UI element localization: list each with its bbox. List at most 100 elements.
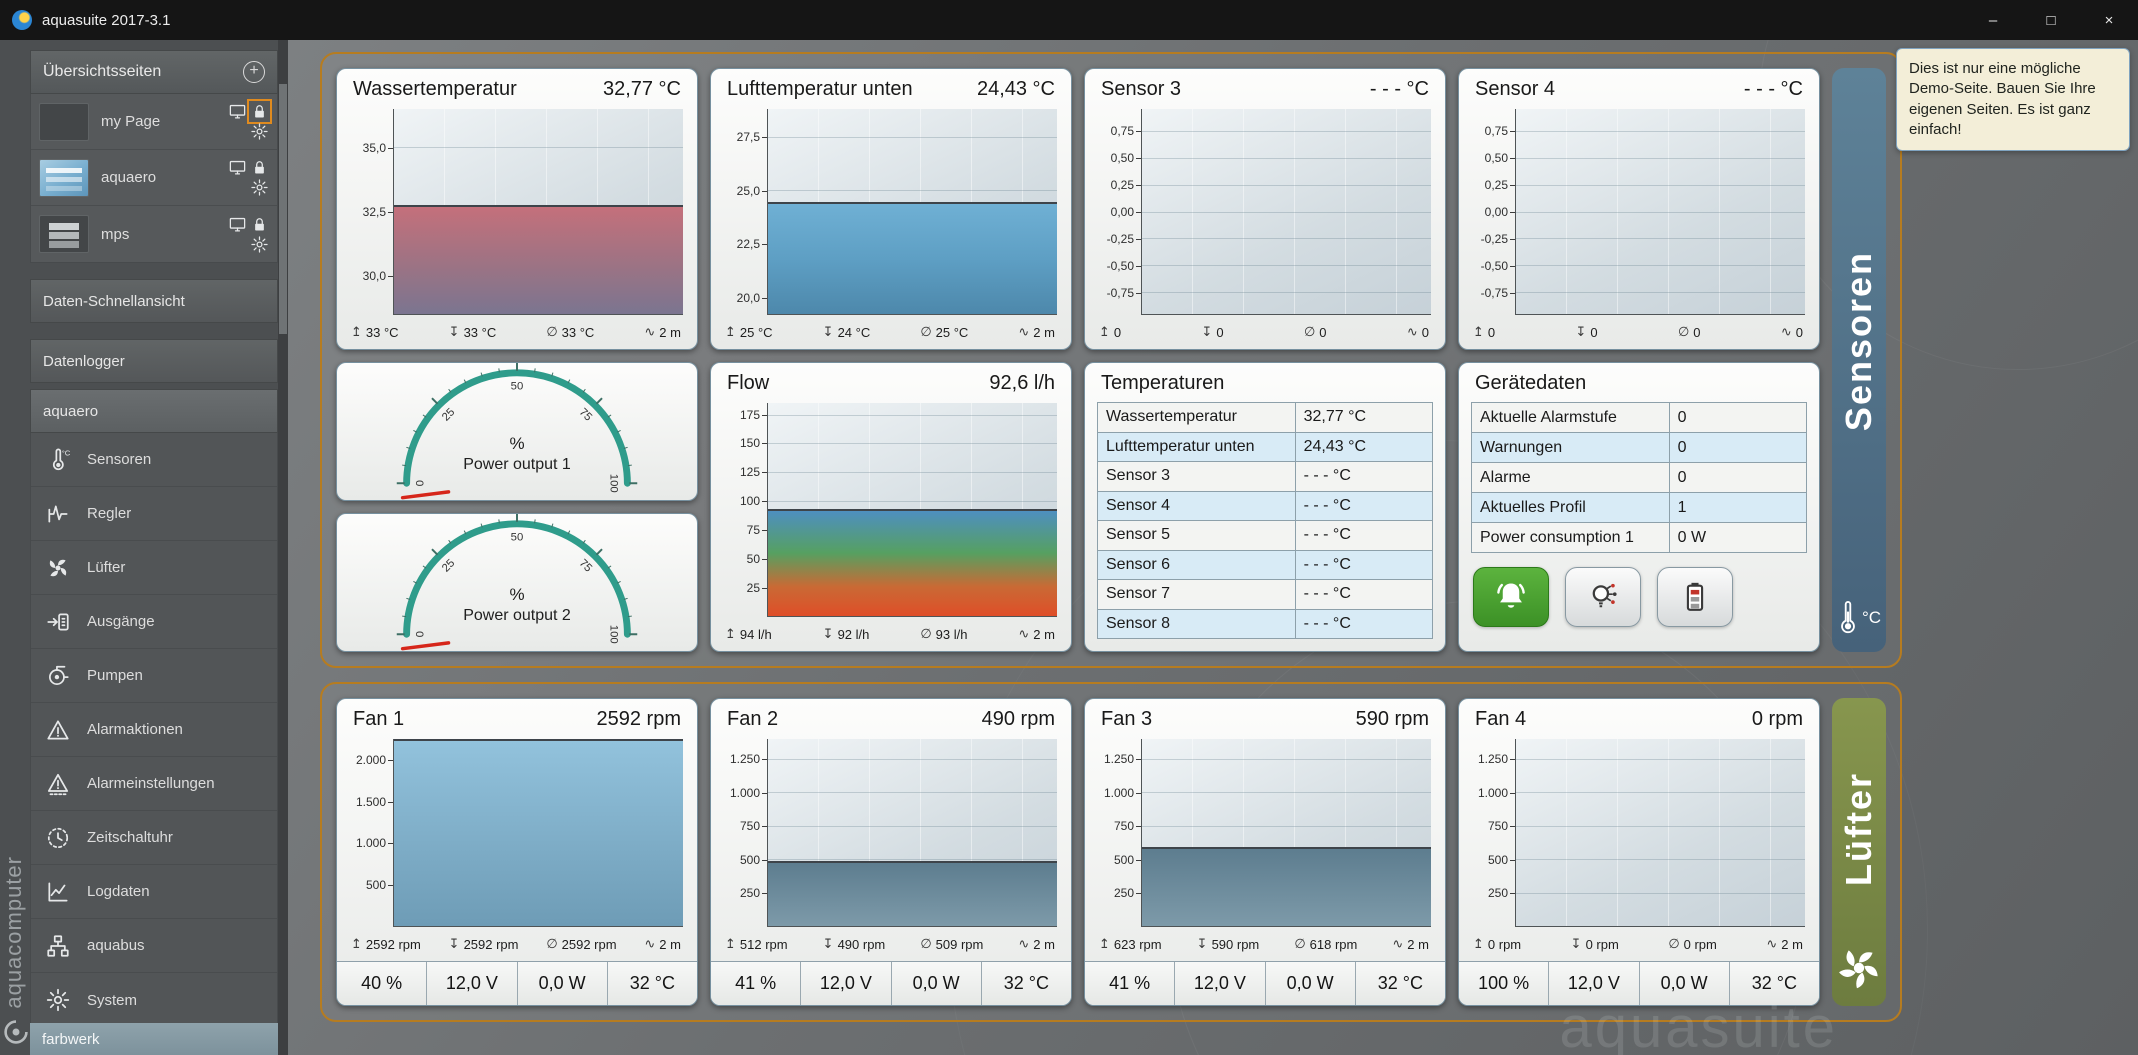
sidebar-item-aquabus[interactable]: aquabus [31,919,277,973]
gridline [1142,759,1431,761]
area-fill [394,739,683,926]
time-icon: ∿ [644,324,656,339]
fan-info-value: 0,0 W [1264,962,1355,1005]
sidebar-item-alarmaktionen[interactable]: Alarmaktionen [31,703,277,757]
close-button[interactable]: × [2104,11,2114,29]
sidebar-item-l-fter[interactable]: Lüfter [31,541,277,595]
led-settings-button[interactable] [1565,567,1641,627]
chart-stats: ↥ 2592 rpm ↧ 2592 rpm ∅ 2592 rpm ∿ 2 m [337,931,697,961]
table-value: 32,77 °C [1294,403,1432,432]
alarm-bell-button[interactable] [1473,567,1549,627]
y-tick-label: 27,5 [736,129,768,144]
fans-group-label: Lüfter [1832,698,1886,1006]
sidebar-item-zeitschaltuhr[interactable]: Zeitschaltuhr [31,811,277,865]
page-row-my-page[interactable]: my Page [31,94,277,150]
section-daten-schnellansicht[interactable]: Daten-Schnellansicht [30,279,278,323]
fan-icon [1835,944,1883,992]
chart-plot [767,403,1057,617]
page-row-aquaero[interactable]: aquaero [31,150,277,206]
fan-info-row: 41 % 12,0 V 0,0 W 32 °C [1085,961,1445,1005]
section-farbwerk[interactable]: farbwerk [30,1023,278,1055]
gear-icon[interactable] [250,235,269,254]
lock-icon[interactable] [250,215,269,234]
table-row: Aktuelles Profil 1 [1471,492,1807,523]
time-icon: ∿ [1780,324,1792,339]
table-row: Sensor 4 - - - °C [1097,490,1433,521]
scrollbar-thumb[interactable] [279,84,287,334]
pages-list: my Page aquaero mps [30,94,278,263]
page-name: mps [101,225,130,243]
table-label: Aktuelle Alarmstufe [1480,408,1617,426]
monitor-icon[interactable] [228,158,247,177]
overview-pages-header[interactable]: Übersichtsseiten + [30,50,278,94]
y-tick-label: 32,5 [362,205,394,219]
svg-text:75: 75 [577,557,594,574]
sidebar-item-regler[interactable]: Regler [31,487,277,541]
fan-info-value: 12,0 V [800,962,890,1005]
sidebar-item-pumpen[interactable]: Pumpen [31,649,277,703]
card-value: 24,43 °C [976,78,1055,100]
y-tick-label: 1.000 [1103,785,1142,800]
gear-icon[interactable] [250,178,269,197]
controller-icon [41,501,75,527]
y-tick-label: 2.000 [355,752,394,767]
fan-icon [41,555,75,581]
sidebar-scrollbar[interactable] [278,40,288,1055]
monitor-icon[interactable] [228,215,247,234]
sidebar-item-label: Lüfter [87,559,126,576]
y-tick-label: 25,0 [736,183,768,198]
table-row: Aktuelle Alarmstufe 0 [1471,402,1807,433]
minimize-button[interactable]: – [1988,11,1998,29]
profile-button[interactable] [1657,567,1733,627]
page-row-mps[interactable]: mps [31,206,277,262]
max-icon: ↥ [725,324,736,339]
time-icon: ∿ [1018,936,1030,951]
y-tick-label: 125 [739,465,768,480]
stat-avg: ∅ 0 [1677,324,1701,340]
stat-time: ∿ 2 m [1018,324,1055,340]
chart-plot [1515,739,1805,927]
chart-stats: ↥ 25 °C ↧ 24 °C ∅ 25 °C ∿ 2 m [711,319,1071,349]
gridline [1142,184,1431,186]
y-axis: 0,75 0,50 0,25 0,00 -0,25 -0,50 -0,75 [1465,109,1516,315]
avg-icon: ∅ [1677,324,1690,339]
add-page-button[interactable]: + [243,61,265,83]
max-icon: ↥ [725,936,736,951]
card-title: Wassertemperatur [353,78,517,100]
y-tick-label: 250 [739,886,768,901]
y-tick-label: 175 [739,407,768,422]
gridline [394,147,683,149]
section-datenlogger[interactable]: Datenlogger [30,339,278,383]
sidebar-item-system[interactable]: System [31,973,277,1027]
card-title: Fan 2 [727,708,779,730]
monitor-icon[interactable] [228,102,247,121]
sidebar-item-ausg-nge[interactable]: Ausgänge [31,595,277,649]
section-aquaero[interactable]: aquaero [30,389,278,433]
fan-info-value: 0,0 W [1638,962,1729,1005]
sensor-4-card: Sensor 4 - - - °C 0,75 0,50 0,25 0,00 -0,25 -… [1458,68,1820,350]
maximize-button[interactable]: □ [2046,11,2056,29]
table-row: Sensor 5 - - - °C [1097,520,1433,551]
stat-avg: ∅ 0 [1303,324,1327,340]
card-title: Sensor 3 [1101,78,1182,100]
lock-icon[interactable] [250,158,269,177]
y-axis: 1.250 1.000 750 500 250 [1465,739,1516,927]
y-tick-label: 500 [1487,852,1516,867]
device-rows: Aktuelle Alarmstufe 0 Warnungen 0 Alarme 0 Akt… [1459,395,1819,557]
page-icons [228,158,269,197]
table-label: Sensor 4 [1106,496,1171,514]
sidebar: aquacomputer Übersichtsseiten + my Page a… [0,40,288,1055]
lock-icon[interactable] [247,99,272,124]
table-label: Wassertemperatur [1106,408,1237,426]
sidebar-item-logdaten[interactable]: Logdaten [31,865,277,919]
table-label: Sensor 8 [1106,614,1171,632]
sidebar-item-alarmeinstellungen[interactable]: Alarmeinstellungen [31,757,277,811]
table-label: Lufttemperatur unten [1106,437,1255,455]
gear-icon[interactable] [250,122,269,141]
gridline [768,190,1057,192]
stat-max: ↥ 623 rpm [1099,936,1162,952]
table-value: - - - °C [1294,609,1432,638]
gridline [1516,892,1805,894]
card-title: Fan 3 [1101,708,1153,730]
sidebar-item-sensoren[interactable]: °C Sensoren [31,433,277,487]
